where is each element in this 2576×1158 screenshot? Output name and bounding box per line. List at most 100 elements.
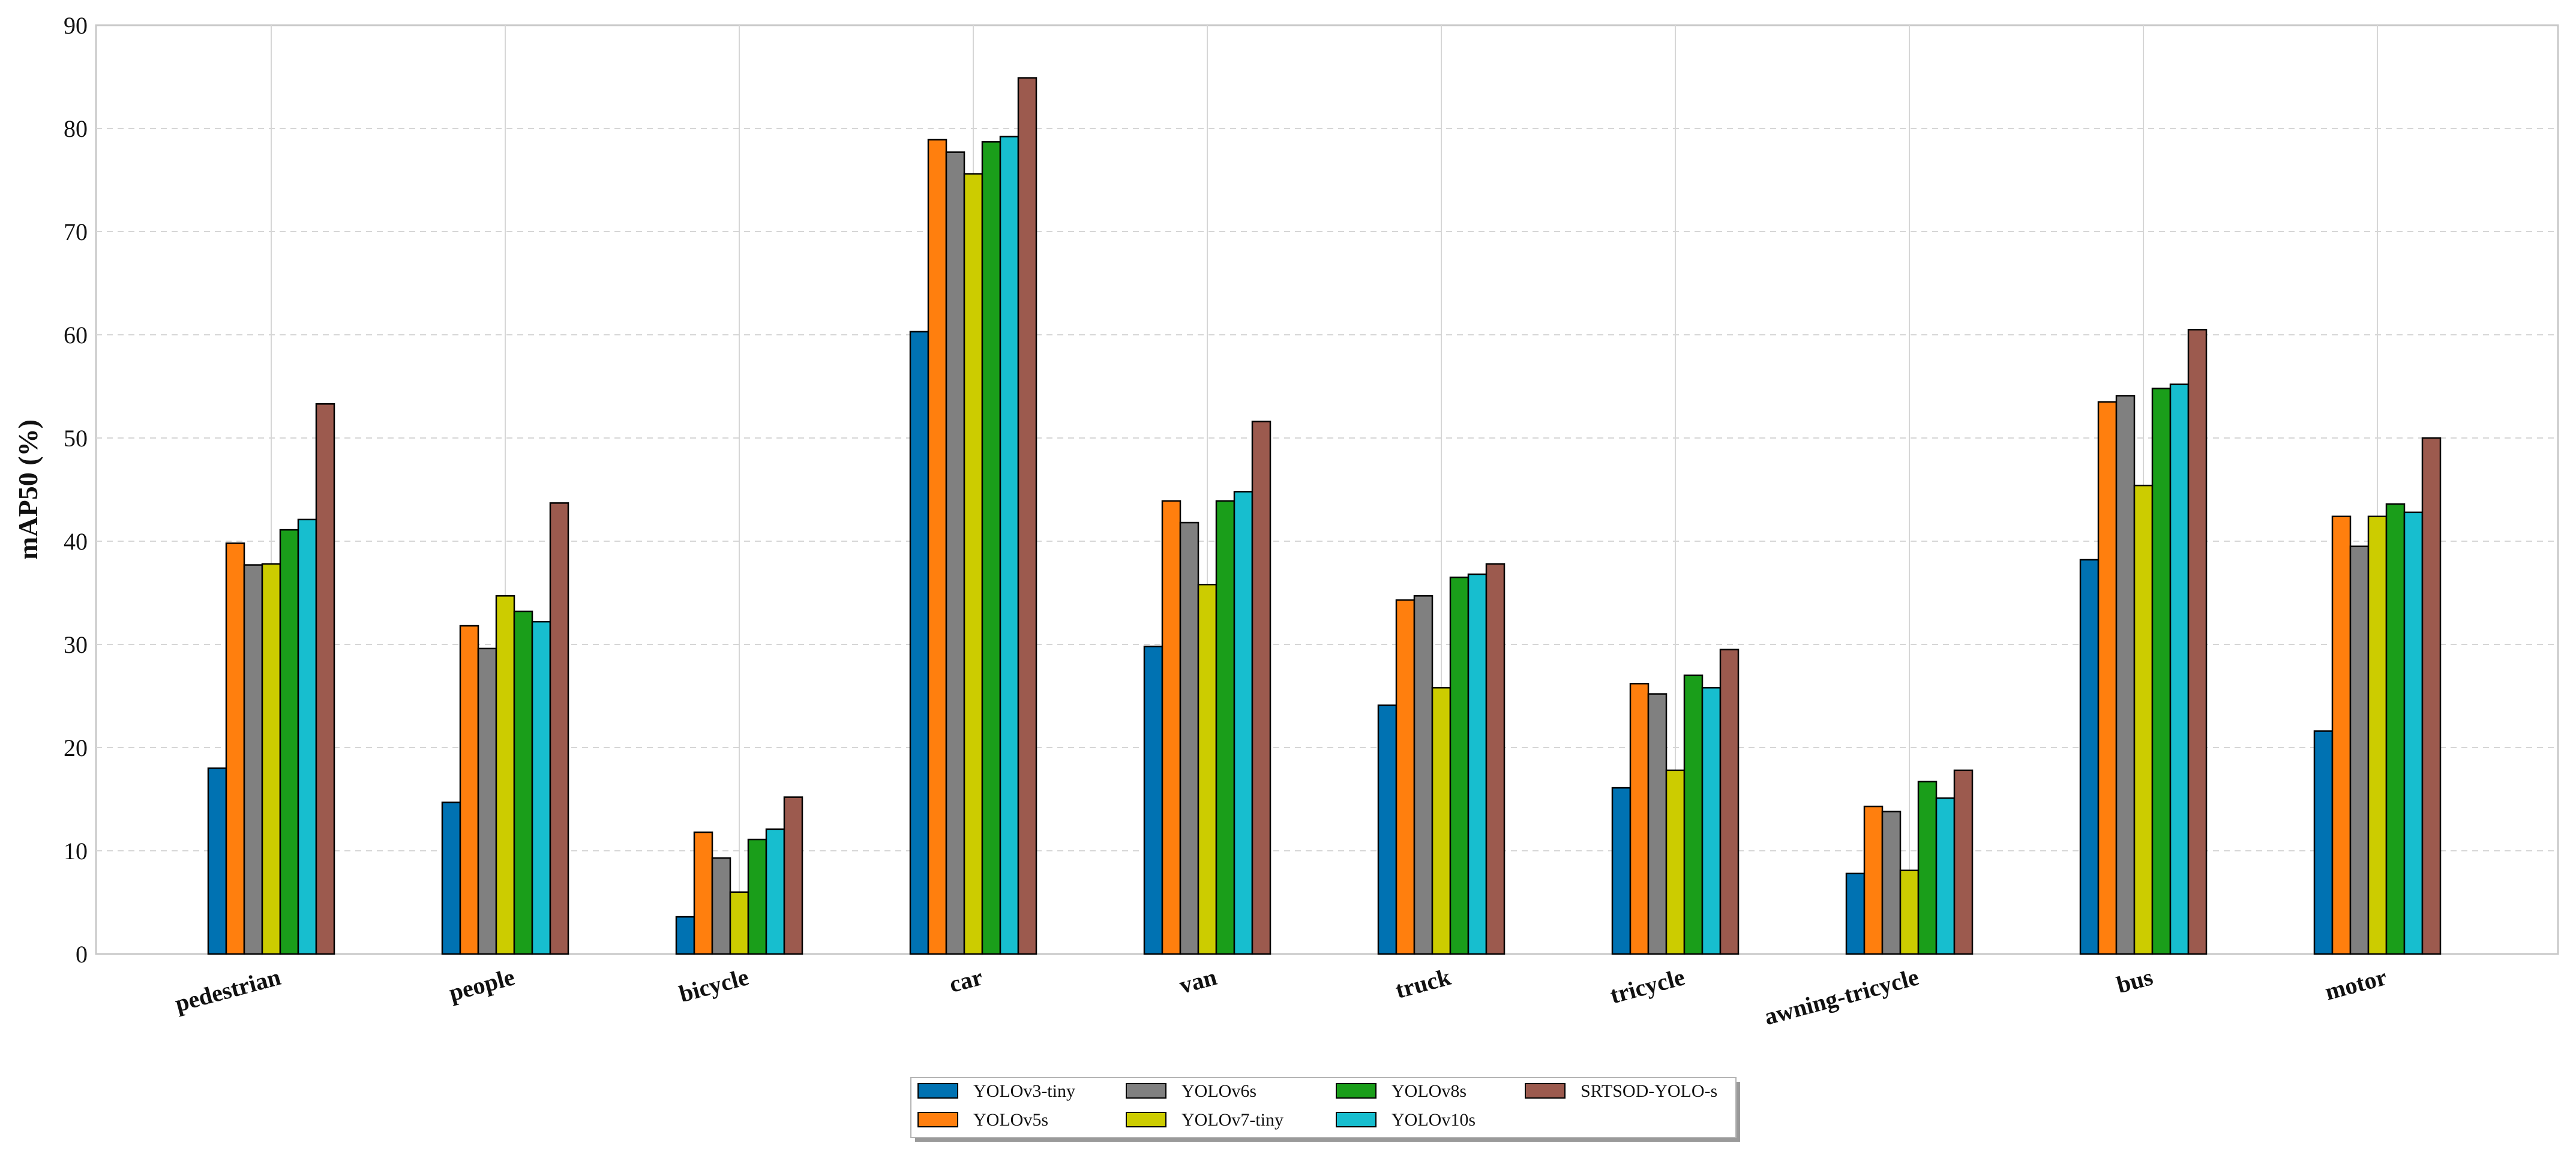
bar-yolov7-tiny-tricycle [1665, 769, 1686, 955]
bar-yolov10s-car [999, 136, 1019, 955]
bar-yolov8s-bicycle [747, 838, 767, 955]
x-tick-label: bus [2114, 963, 2156, 998]
legend-swatch [1336, 1083, 1377, 1099]
legend-box [910, 1077, 1737, 1138]
bar-yolov7-tiny-pedestrian [261, 563, 281, 955]
x-tick-label: pedestrian [172, 963, 284, 1017]
bar-yolov5s-car [927, 139, 947, 955]
bar-yolov6s-van [1179, 521, 1199, 955]
bar-yolov5s-tricycle [1629, 683, 1650, 955]
bar-yolov6s-bicycle [711, 857, 731, 955]
bar-srtsod-yolo-s-bicycle [783, 796, 803, 955]
legend-swatch [1126, 1112, 1166, 1127]
legend-swatch [917, 1083, 958, 1099]
legend-swatch [1336, 1112, 1377, 1127]
bar-yolov8s-bus [2151, 388, 2172, 955]
x-tick-label: tricycle [1607, 963, 1687, 1009]
x-tick-label: awning-tricycle [1761, 963, 1921, 1030]
legend-label: YOLOv6s [1181, 1081, 1256, 1101]
bar-yolov10s-people [531, 620, 551, 955]
bar-yolov8s-people [513, 610, 533, 955]
bar-yolov7-tiny-truck [1431, 686, 1452, 955]
bar-yolov6s-truck [1413, 595, 1434, 955]
bar-yolov7-tiny-bicycle [729, 891, 749, 955]
x-tick-label: bicycle [676, 963, 751, 1007]
bar-yolov8s-van [1215, 500, 1235, 955]
y-tick-label: 0 [76, 941, 88, 968]
bar-yolov8s-motor [2385, 503, 2406, 955]
bar-yolov3-tiny-motor [2313, 730, 2334, 955]
bar-srtsod-yolo-s-awning-tricycle [1953, 769, 1974, 955]
bar-yolov3-tiny-van [1143, 646, 1163, 955]
bar-yolov8s-truck [1449, 576, 1470, 955]
bar-yolov10s-van [1233, 491, 1253, 955]
bar-yolov8s-car [981, 141, 1001, 955]
y-tick-label: 90 [64, 12, 88, 39]
y-tick-label: 50 [64, 425, 88, 452]
bar-yolov8s-awning-tricycle [1917, 781, 1938, 955]
y-tick-label: 60 [64, 322, 88, 349]
bar-yolov10s-tricycle [1701, 686, 1722, 955]
bar-yolov7-tiny-motor [2367, 515, 2388, 955]
bar-srtsod-yolo-s-truck [1485, 563, 1506, 955]
bar-yolov10s-motor [2403, 511, 2424, 955]
bar-yolov3-tiny-car [909, 331, 929, 955]
bar-yolov10s-bicycle [765, 828, 785, 955]
bar-yolov8s-pedestrian [279, 529, 299, 955]
bar-yolov7-tiny-bus [2133, 484, 2154, 955]
bar-srtsod-yolo-s-motor [2421, 437, 2442, 955]
legend-swatch [917, 1112, 958, 1127]
bar-yolov5s-bicycle [693, 831, 713, 955]
y-tick-label: 20 [64, 734, 88, 761]
x-tick-label: motor [2322, 963, 2389, 1005]
bar-yolov3-tiny-truck [1377, 704, 1398, 955]
bar-yolov6s-people [477, 647, 497, 955]
bar-yolov7-tiny-car [963, 173, 983, 955]
bar-srtsod-yolo-s-people [549, 502, 569, 955]
bar-srtsod-yolo-s-bus [2187, 329, 2208, 955]
bar-yolov6s-motor [2349, 545, 2370, 955]
y-tick-label: 30 [64, 631, 88, 658]
bar-yolov7-tiny-people [495, 595, 515, 955]
bar-yolov10s-truck [1467, 573, 1488, 955]
bar-yolov5s-bus [2097, 401, 2118, 955]
bar-yolov3-tiny-bicycle [675, 916, 695, 955]
bar-srtsod-yolo-s-car [1017, 77, 1037, 955]
y-axis-title: mAP50 (%) [13, 419, 43, 560]
bar-yolov3-tiny-bus [2079, 559, 2100, 955]
legend-label: SRTSOD-YOLO-s [1581, 1081, 1717, 1101]
bar-yolov5s-awning-tricycle [1863, 805, 1884, 955]
legend-swatch [1126, 1083, 1166, 1099]
bar-srtsod-yolo-s-van [1251, 421, 1271, 955]
bar-yolov5s-van [1161, 500, 1181, 955]
bar-yolov5s-pedestrian [225, 542, 245, 955]
bar-yolov7-tiny-van [1197, 583, 1217, 955]
legend-label: YOLOv10s [1392, 1110, 1476, 1130]
legend: YOLOv3-tiny YOLOv5s YOLOv6s YOLOv7-tiny YOLO… [910, 1077, 1740, 1142]
bar-yolov3-tiny-awning-tricycle [1845, 872, 1866, 955]
y-tick-label: 40 [64, 528, 88, 555]
bar-yolov3-tiny-pedestrian [207, 767, 227, 955]
bar-yolov5s-motor [2331, 515, 2352, 955]
bar-yolov10s-bus [2169, 383, 2190, 955]
bar-yolov5s-people [459, 625, 479, 955]
bar-srtsod-yolo-s-tricycle [1719, 649, 1740, 955]
legend-swatch [1525, 1083, 1566, 1099]
x-tick-label: truck [1393, 963, 1455, 1004]
bar-yolov6s-pedestrian [243, 564, 263, 955]
bar-yolov7-tiny-awning-tricycle [1899, 869, 1920, 955]
bar-yolov3-tiny-people [441, 801, 461, 955]
legend-label: YOLOv7-tiny [1181, 1110, 1283, 1130]
legend-label: YOLOv5s [973, 1110, 1048, 1130]
legend-label: YOLOv3-tiny [973, 1081, 1075, 1101]
bars [207, 77, 2442, 955]
bar-yolov3-tiny-tricycle [1611, 787, 1632, 955]
bar-yolov6s-car [945, 151, 965, 955]
y-tick-label: 80 [64, 115, 88, 142]
bar-yolov6s-tricycle [1647, 693, 1668, 955]
x-tick-label: van [1177, 963, 1220, 999]
bar-yolov10s-pedestrian [297, 518, 317, 955]
bar-srtsod-yolo-s-pedestrian [315, 403, 335, 955]
